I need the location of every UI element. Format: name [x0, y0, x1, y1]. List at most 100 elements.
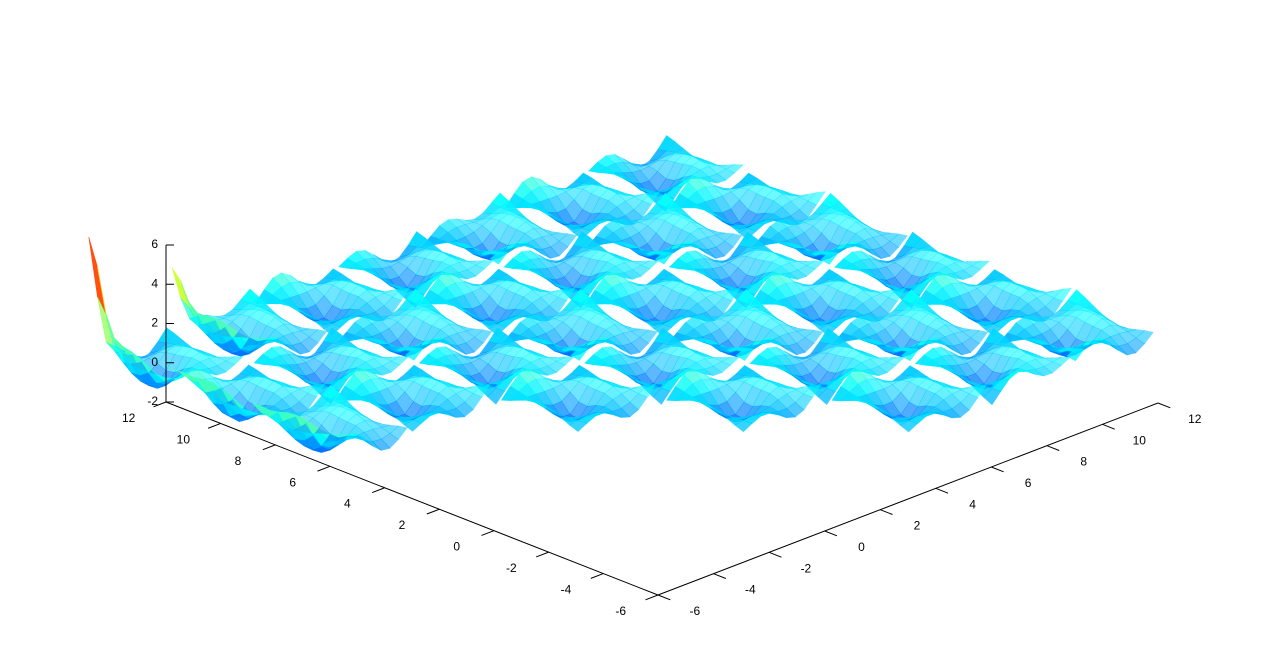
- surface-tile: [338, 231, 494, 309]
- surface-tile: [586, 192, 743, 265]
- surface-tile: [666, 365, 822, 432]
- surface-tile: [251, 384, 408, 453]
- surface-facet: [769, 411, 787, 418]
- z-tick-label: -2: [147, 394, 158, 408]
- x-tick-label: -2: [801, 561, 812, 575]
- x-tick-label: -6: [689, 604, 700, 618]
- x-tick: [657, 594, 671, 601]
- surface-facet: [706, 246, 726, 259]
- surface-facet: [438, 410, 457, 418]
- surface-tile: [504, 172, 661, 240]
- surface-facet: [622, 342, 641, 355]
- surface-facet: [171, 267, 190, 308]
- y-tick-label: 12: [122, 411, 136, 425]
- x-tick-label: 12: [1188, 412, 1202, 426]
- y-axis-line: [165, 401, 659, 596]
- x-tick-label: 4: [969, 497, 976, 511]
- surface-tile: [500, 364, 657, 432]
- surface-facet: [983, 388, 1002, 406]
- x-tick: [1046, 445, 1060, 451]
- x-tick: [1102, 423, 1115, 430]
- surface-facet: [872, 246, 891, 259]
- z-tick-label: 4: [151, 276, 158, 290]
- surface-facet: [1118, 343, 1137, 356]
- surface-tile: [831, 365, 988, 433]
- x-tick-label: 8: [1080, 455, 1087, 469]
- surface-tile: [752, 192, 908, 265]
- surface-tile: [914, 328, 1071, 406]
- z-tick-label: 0: [151, 355, 158, 369]
- surface-tile: [336, 288, 493, 361]
- y-tick: [590, 573, 604, 579]
- y-tick: [317, 465, 331, 472]
- x-tick-label: 10: [1133, 433, 1147, 447]
- surface-facet: [97, 296, 116, 353]
- surface-facet: [230, 416, 248, 422]
- surface-tile: [584, 327, 740, 405]
- surface-facet: [1025, 369, 1045, 377]
- x-tick: [991, 466, 1004, 473]
- surface-tile: [88, 237, 244, 389]
- y-tick-label: -4: [561, 583, 572, 597]
- surface-tile: [418, 327, 575, 405]
- surface-facet: [88, 237, 107, 315]
- surface-tile: [667, 289, 824, 361]
- surface-facet: [311, 446, 331, 453]
- y-tick: [262, 444, 276, 451]
- y-tick: [426, 508, 440, 515]
- y-tick-label: 2: [399, 518, 406, 532]
- x-tick-label: 6: [1025, 476, 1032, 490]
- y-tick: [481, 530, 495, 536]
- surface-facet: [568, 420, 588, 432]
- surface-tile: [421, 192, 578, 265]
- z-tick-label: 6: [151, 237, 158, 251]
- surface-facet: [541, 246, 560, 259]
- surface-facet: [934, 411, 953, 419]
- surface-tiles: [88, 135, 1154, 453]
- z-tick-label: 2: [151, 316, 158, 330]
- surface-tile: [749, 327, 906, 405]
- surface-facet: [899, 420, 918, 433]
- y-tick-label: 8: [235, 454, 242, 468]
- surface-tile: [502, 288, 658, 361]
- surface-facet: [231, 350, 251, 357]
- x-tick: [935, 487, 949, 494]
- surface-tile: [254, 268, 411, 336]
- surface-facet: [147, 383, 167, 389]
- y-tick: [371, 487, 385, 494]
- y-tick: [207, 422, 221, 429]
- surface-tile: [585, 268, 742, 336]
- surface-facet: [952, 343, 972, 356]
- surface-facet: [604, 411, 622, 418]
- x-tick: [824, 530, 838, 537]
- surface-facet: [291, 342, 310, 355]
- surface-tile: [998, 289, 1154, 362]
- x-tick: [713, 573, 727, 579]
- surface-tile: [170, 364, 326, 422]
- y-tick-label: 4: [344, 497, 351, 511]
- surface-tile: [670, 172, 826, 240]
- surface-facet: [403, 419, 422, 432]
- x-tick: [880, 509, 893, 515]
- surface-tile: [420, 268, 576, 336]
- x-tick: [1157, 402, 1171, 409]
- surface-facet: [652, 387, 671, 405]
- surface-facet: [456, 342, 476, 355]
- surface-tile: [668, 231, 825, 309]
- y-tick-label: -2: [506, 561, 517, 575]
- y-tick-label: 10: [177, 432, 191, 446]
- surface-facet: [487, 387, 506, 405]
- x-axis-line: [657, 402, 1159, 596]
- plot-axes: -6 -4 -2 0 2 4 6 8 10 12 -6 -4 -2 0 2 4 6 8 10 12 -2 0 2 4 6: [122, 237, 1202, 618]
- y-tick-label: 0: [453, 540, 460, 554]
- surface-tile: [832, 289, 989, 362]
- y-tick: [535, 551, 549, 558]
- y-tick: [645, 594, 659, 601]
- surface-facet: [734, 420, 753, 432]
- surface-tile: [750, 269, 907, 336]
- surface-facet: [787, 342, 806, 356]
- y-tick-label: -6: [615, 604, 626, 618]
- y-tick-label: 6: [289, 475, 296, 489]
- surface-tile: [834, 231, 990, 309]
